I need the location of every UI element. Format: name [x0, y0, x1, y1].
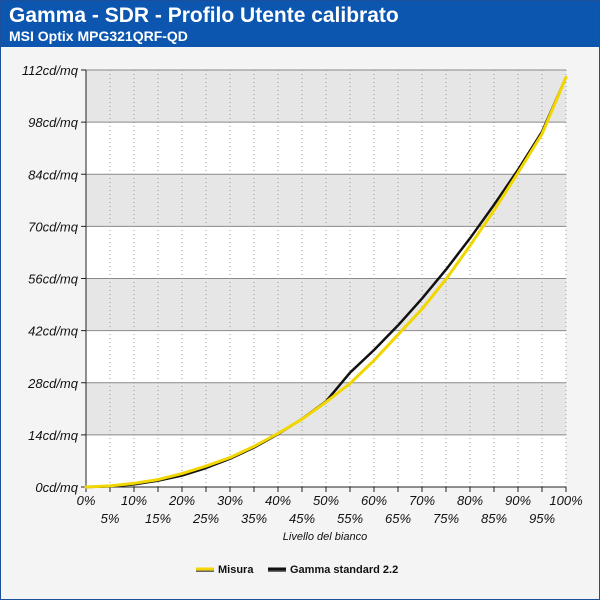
y-tick-label: 112cd/mq	[22, 63, 79, 78]
series-line-misura	[84, 75, 568, 489]
x-axis-title: Livello del bianco	[283, 531, 367, 543]
y-tick-label: 42cd/mq	[28, 324, 79, 339]
x-tick-label: 50%	[313, 493, 339, 508]
x-tick-label: 75%	[433, 511, 459, 526]
chart-title: Gamma - SDR - Profilo Utente calibrato	[9, 4, 399, 27]
x-tick-label: 55%	[337, 511, 363, 526]
x-tick-label: 10%	[121, 493, 147, 508]
x-tick-label: 45%	[289, 511, 315, 526]
x-tick-label: 60%	[361, 493, 387, 508]
y-tick-label: 84cd/mq	[28, 167, 79, 182]
x-tick-label: 30%	[217, 493, 243, 508]
series-lines	[84, 75, 568, 489]
x-tick-label: 100%	[549, 493, 582, 508]
y-tick-label: 98cd/mq	[28, 115, 79, 130]
plot-band	[86, 226, 566, 279]
y-tick-labels: 0cd/mq 14cd/mq 28cd/mq 42cd/mq 56cd/mq 70cd/m…	[22, 63, 79, 495]
y-tick-label: 28cd/mq	[27, 376, 79, 391]
y-tick-label: 70cd/mq	[28, 219, 79, 234]
x-tick-label: 85%	[481, 511, 507, 526]
x-tick-label: 15%	[145, 511, 171, 526]
chart-header: Gamma - SDR - Profilo Utente calibrato M…	[1, 1, 599, 47]
x-tick-label: 5%	[101, 511, 120, 526]
x-tick-label: 20%	[168, 493, 195, 508]
x-tick-label: 0%	[77, 493, 96, 508]
x-tick-label: 95%	[529, 511, 555, 526]
legend: Misura Gamma standard 2.2	[196, 564, 398, 576]
plot-band	[86, 278, 566, 331]
x-tick-label: 40%	[265, 493, 291, 508]
x-tick-label: 80%	[457, 493, 483, 508]
y-tick-label: 0cd/mq	[35, 480, 78, 495]
y-tick-label: 56cd/mq	[28, 272, 79, 287]
horizontal-gridlines	[81, 69, 566, 488]
x-tick-label: 65%	[385, 511, 411, 526]
x-tick-label: 35%	[241, 511, 267, 526]
legend-label: Misura	[218, 564, 254, 576]
y-tick-label: 14cd/mq	[28, 428, 79, 443]
x-tick-label: 25%	[192, 511, 219, 526]
legend-label: Gamma standard 2.2	[290, 564, 398, 576]
x-tick-label: 90%	[505, 493, 531, 508]
chart-subtitle: MSI Optix MPG321QRF-QD	[9, 28, 188, 44]
x-tick-label: 70%	[409, 493, 435, 508]
axes	[85, 70, 567, 492]
x-tick-labels: 0% 5%10% 15% 20% 25% 30% 35% 40% 45% 50% 55% 60% 65%…	[77, 493, 583, 526]
